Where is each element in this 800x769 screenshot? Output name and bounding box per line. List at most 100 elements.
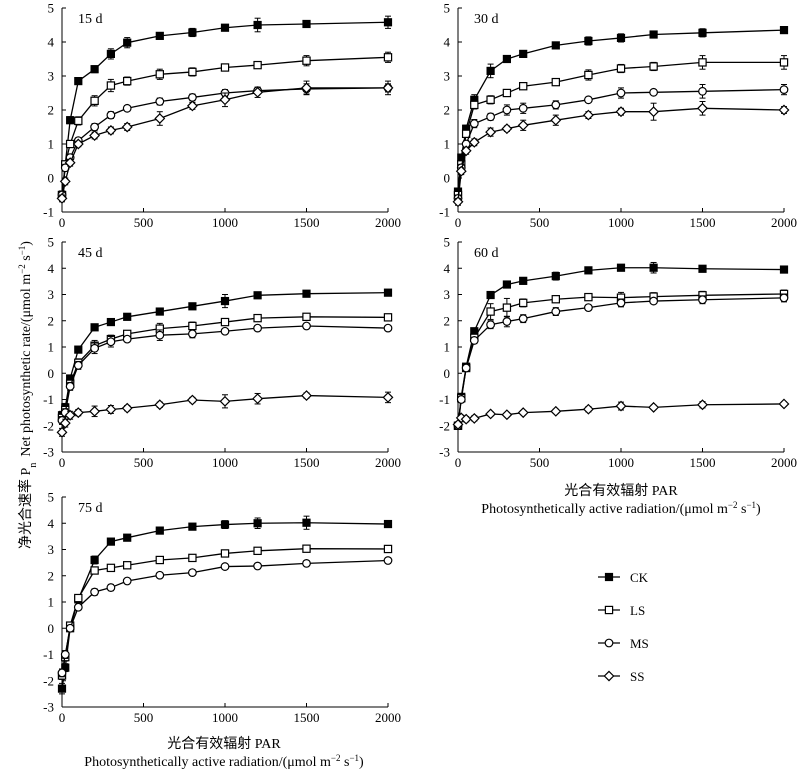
data-point-MS xyxy=(122,334,132,344)
x-axis-title-en-bottom-sup1: −2 xyxy=(331,753,341,763)
data-point-LS xyxy=(253,60,262,70)
data-point-SS xyxy=(778,104,790,116)
data-point-SS xyxy=(219,94,231,106)
data-point-CK xyxy=(698,28,707,37)
data-point-MS xyxy=(253,561,263,571)
data-point-LS xyxy=(502,88,512,98)
data-point-CK xyxy=(253,20,262,30)
data-point-MS xyxy=(155,570,165,580)
chart-panel-4: -3 -2 -1 0 1 2 3 4 5 0 500 1000 1500 2000 60 d xyxy=(439,235,797,471)
data-point-MS xyxy=(584,95,593,105)
data-point-LS xyxy=(106,563,116,573)
data-point-SS xyxy=(517,407,529,419)
y-tick-label: 3 xyxy=(444,69,451,84)
data-point-SS xyxy=(56,192,68,204)
y-tick-label: 5 xyxy=(48,235,55,250)
data-point-SS xyxy=(460,145,472,157)
y-tick-label: -1 xyxy=(43,647,54,662)
data-point-MS xyxy=(187,568,197,577)
x-tick-label: 1000 xyxy=(608,455,634,470)
x-axis-title-cn-bottom: 光合有效辐射 PAR xyxy=(167,736,281,752)
series-LS xyxy=(57,51,393,200)
data-point-CK xyxy=(188,28,197,37)
data-point-SS xyxy=(59,175,71,187)
legend-item-LS: LS xyxy=(598,603,645,618)
data-point-SS xyxy=(697,399,708,411)
data-point-MS xyxy=(469,119,479,128)
data-point-LS xyxy=(220,317,230,327)
x-tick-label: 0 xyxy=(59,710,66,725)
x-tick-label: 500 xyxy=(134,710,154,725)
data-point-SS xyxy=(121,121,133,133)
x-axis-title-en-right-end: ) xyxy=(756,502,761,517)
y-tick-label: 3 xyxy=(48,287,55,302)
data-point-CK xyxy=(584,36,593,46)
y-tick-label: 3 xyxy=(444,287,451,302)
legend-item-CK: CK xyxy=(598,570,649,585)
data-point-SS xyxy=(252,86,264,98)
panel-label: 45 d xyxy=(78,246,103,261)
x-tick-label: 1000 xyxy=(212,710,238,725)
data-point-SS xyxy=(615,400,627,412)
data-point-SS xyxy=(59,417,71,429)
series-line-CK xyxy=(61,522,389,689)
data-point-CK xyxy=(779,26,789,35)
data-point-MS xyxy=(502,317,512,326)
x-tick-label: 500 xyxy=(134,215,154,230)
data-point-MS xyxy=(698,86,707,96)
data-point-SS xyxy=(485,126,497,138)
series-SS xyxy=(452,101,790,208)
series-SS xyxy=(56,390,394,438)
x-tick-label: 500 xyxy=(530,455,550,470)
data-point-CK xyxy=(779,265,789,274)
data-point-MS xyxy=(73,602,83,612)
data-point-CK xyxy=(519,49,528,58)
data-point-SS xyxy=(697,102,708,114)
y-tick-label: 2 xyxy=(444,103,451,118)
data-point-CK xyxy=(551,272,560,281)
data-point-MS xyxy=(486,112,496,122)
data-point-MS xyxy=(106,583,116,592)
data-point-LS xyxy=(383,544,393,554)
y-tick-label: 1 xyxy=(48,137,55,152)
y-tick-label: 2 xyxy=(48,103,55,118)
data-point-LS xyxy=(649,62,658,71)
data-point-SS xyxy=(64,157,76,169)
data-point-CK xyxy=(74,345,83,354)
data-point-SS xyxy=(89,405,101,417)
data-point-LS xyxy=(551,295,561,304)
data-point-SS xyxy=(615,106,627,118)
x-tick-label: 2000 xyxy=(771,215,797,230)
data-point-LS xyxy=(779,58,789,67)
data-point-SS xyxy=(468,136,480,148)
y-axis-title: 净光合速率 PnNet photosynthetic rate/(μmol m−… xyxy=(17,241,39,549)
data-point-CK xyxy=(383,519,393,529)
data-point-CK xyxy=(123,312,132,321)
data-point-MS xyxy=(90,343,99,353)
legend-marker-SS xyxy=(603,670,615,682)
data-point-LS xyxy=(518,81,528,91)
data-point-MS xyxy=(469,336,479,345)
x-axis-title-en-bottom-mid: s xyxy=(341,755,350,769)
data-point-SS xyxy=(219,395,231,407)
series-SS xyxy=(452,398,790,430)
data-point-SS xyxy=(72,407,84,419)
data-point-CK xyxy=(220,23,230,32)
data-point-MS xyxy=(155,97,165,106)
data-point-MS xyxy=(73,360,83,370)
data-point-MS xyxy=(779,85,789,94)
data-point-SS xyxy=(501,409,513,421)
data-point-CK xyxy=(698,264,707,273)
data-point-LS xyxy=(90,96,99,106)
data-point-MS xyxy=(57,668,67,678)
x-tick-label: 1500 xyxy=(294,710,320,725)
y-tick-label: 0 xyxy=(444,366,451,381)
data-point-SS xyxy=(648,401,660,413)
legend-item-SS: SS xyxy=(598,669,644,684)
data-point-CK xyxy=(253,519,262,528)
data-point-LS xyxy=(383,53,393,62)
y-axis-title-cn: 净光合速率 P xyxy=(17,467,34,548)
y-tick-label: -1 xyxy=(43,392,54,407)
data-point-LS xyxy=(502,303,512,312)
legend-marker-CK xyxy=(604,572,614,582)
